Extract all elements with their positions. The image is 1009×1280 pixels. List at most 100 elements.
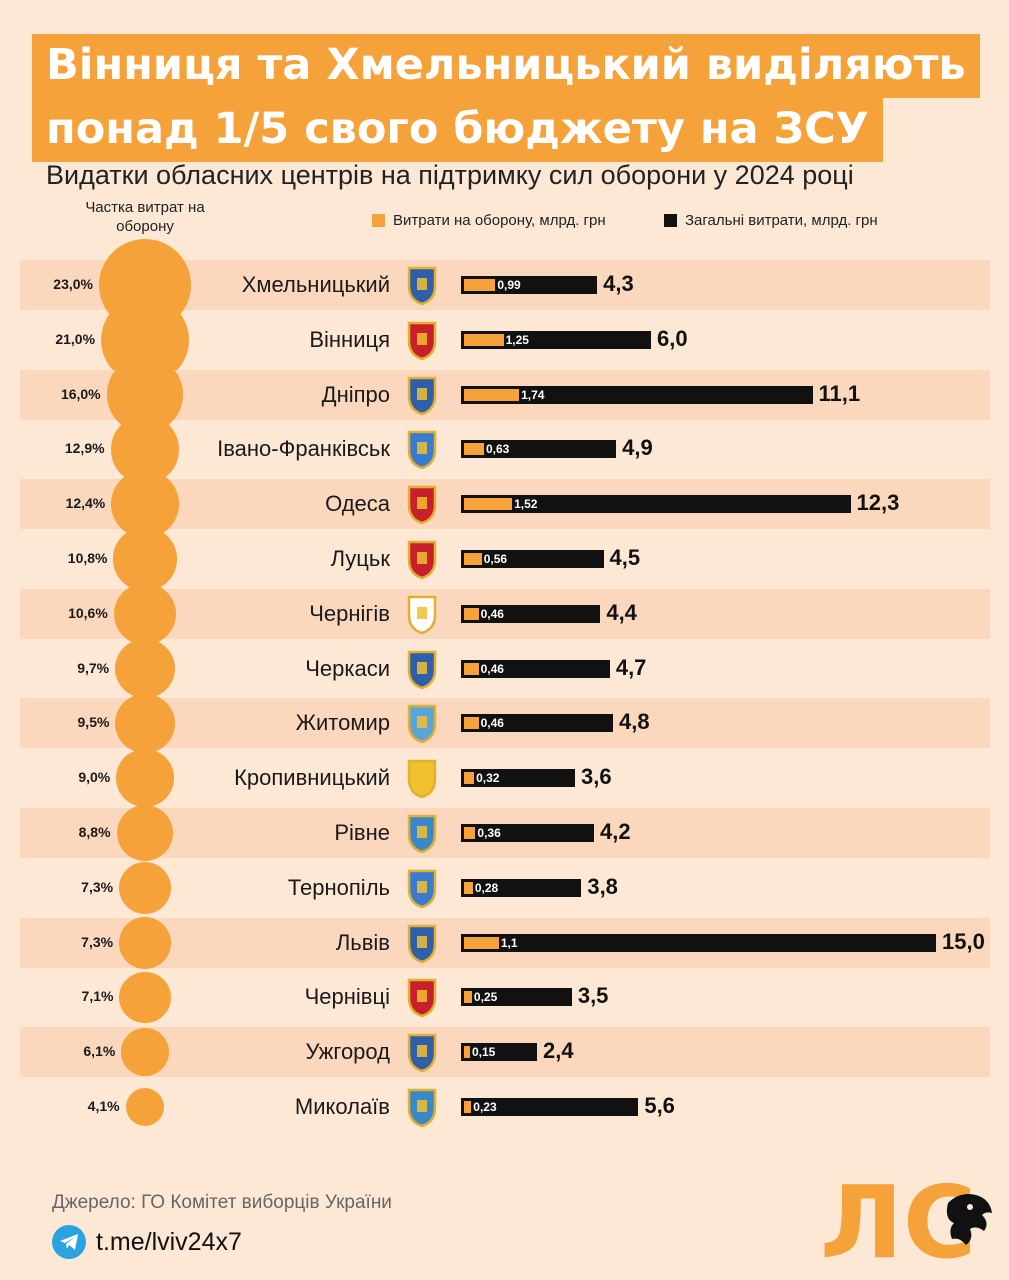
defense-value-label: 0,15 xyxy=(472,1045,496,1060)
total-value-label: 4,9 xyxy=(622,435,653,461)
defense-bar xyxy=(464,498,513,511)
coat-of-arms-icon xyxy=(407,759,437,799)
city-label: Кропивницький xyxy=(234,765,390,791)
total-bar xyxy=(461,933,936,952)
share-label: 12,4% xyxy=(65,495,106,512)
legend-defense-label: Витрати на оборону, млрд. грн xyxy=(393,212,606,229)
city-label: Луцьк xyxy=(330,546,390,571)
share-circle xyxy=(113,582,177,646)
city-label: Вінниця xyxy=(309,326,390,352)
defense-value-label: 0,63 xyxy=(485,442,510,457)
total-value-label: 3,5 xyxy=(577,983,609,1009)
chart-row: 6,1% Ужгород 0,15 2,4 xyxy=(20,1027,990,1078)
total-value-label: 4,4 xyxy=(606,599,637,625)
chart-row: 7,1% Чернівці 0,25 3,5 xyxy=(20,971,990,1023)
total-bar xyxy=(461,1043,537,1062)
city-label: Черкаси xyxy=(305,655,390,681)
total-value-label: 3,6 xyxy=(581,764,612,790)
share-circle xyxy=(115,638,175,699)
defense-value-label: 0,28 xyxy=(474,880,499,895)
defense-value-label: 0,56 xyxy=(483,552,508,566)
share-label: 23,0% xyxy=(53,276,93,292)
defense-bar xyxy=(464,881,473,894)
share-label: 7,3% xyxy=(81,878,114,895)
chart-row: 4,1% Миколаїв 0,23 5,6 xyxy=(20,1082,990,1132)
total-bar xyxy=(461,1098,639,1116)
defense-bar xyxy=(464,1046,470,1059)
chart-row: 12,4% Одеса 1,52 12,3 xyxy=(20,470,990,538)
coat-of-arms-icon xyxy=(407,485,437,525)
legend-defense-swatch xyxy=(372,214,385,227)
city-label: Чернігів xyxy=(309,600,390,626)
chart-row: 10,6% Чернігів 0,46 4,4 xyxy=(20,582,990,646)
coat-of-arms-icon xyxy=(407,1033,437,1073)
total-bar xyxy=(461,495,851,514)
defense-value-label: 0,25 xyxy=(473,990,498,1005)
defense-bar xyxy=(464,333,504,346)
total-bar xyxy=(461,714,613,733)
lion-icon xyxy=(946,1194,992,1245)
title-line-2: понад 1/5 свого бюджету на ЗСУ xyxy=(32,98,883,162)
defense-bar xyxy=(464,553,482,565)
defense-value-label: 0,46 xyxy=(480,606,504,621)
city-label: Тернопіль xyxy=(287,874,390,900)
defense-bar xyxy=(464,1101,472,1113)
chart-row: 10,8% Луцьк 0,56 4,5 xyxy=(20,527,990,591)
title-line-1: Вінниця та Хмельницький виділяють xyxy=(32,34,980,98)
total-value-label: 3,8 xyxy=(587,873,618,899)
defense-bar xyxy=(464,772,475,785)
legend-total: Загальні витрати, млрд. грн xyxy=(664,212,878,229)
total-bar xyxy=(461,604,601,623)
chart-row: 9,0% Кропивницький 0,32 3,6 xyxy=(20,749,990,807)
legend-total-swatch xyxy=(664,214,677,227)
defense-bar xyxy=(464,717,479,730)
share-label: 12,9% xyxy=(64,440,105,457)
defense-bar xyxy=(464,607,479,620)
share-label: 8,8% xyxy=(78,824,111,840)
share-label: 9,5% xyxy=(77,714,110,731)
share-circle xyxy=(119,971,171,1023)
coat-of-arms-icon xyxy=(407,924,437,963)
brand-logo: ЛС xyxy=(820,1164,1000,1280)
defense-value-label: 1,1 xyxy=(500,935,518,950)
defense-value-label: 1,52 xyxy=(514,497,538,512)
coat-of-arms-icon xyxy=(407,705,437,744)
defense-bar xyxy=(464,936,499,949)
share-circle xyxy=(116,804,174,862)
coat-of-arms-icon xyxy=(407,869,437,909)
coat-of-arms-icon xyxy=(407,321,437,361)
total-bar xyxy=(461,824,594,842)
city-label: Житомир xyxy=(295,710,390,736)
chart-row: 16,0% Дніпро 1,74 11,1 xyxy=(20,356,990,433)
coat-of-arms-icon xyxy=(407,431,437,470)
share-label: 6,1% xyxy=(83,1043,116,1060)
defense-value-label: 0,46 xyxy=(480,716,504,731)
total-bar xyxy=(461,440,617,459)
total-value-label: 5,6 xyxy=(644,1093,675,1118)
total-value-label: 4,2 xyxy=(600,819,631,844)
total-bar xyxy=(461,769,575,788)
defense-bar xyxy=(464,279,496,291)
coat-of-arms-icon xyxy=(407,1088,437,1128)
total-value-label: 6,0 xyxy=(657,325,688,351)
share-column-header: Частка витрат на оборону xyxy=(85,199,205,235)
coat-of-arms-icon xyxy=(407,979,437,1018)
telegram-link[interactable]: t.me/lviv24x7 xyxy=(52,1225,242,1259)
share-label: 7,1% xyxy=(81,988,114,1005)
share-label: 9,0% xyxy=(78,769,111,786)
share-circle xyxy=(119,916,171,969)
share-circle xyxy=(119,861,171,914)
defense-value-label: 1,74 xyxy=(521,387,545,402)
city-label: Одеса xyxy=(325,491,390,517)
share-circle xyxy=(121,1028,169,1076)
defense-value-label: 0,36 xyxy=(477,826,501,840)
coat-of-arms-icon xyxy=(407,814,437,854)
coat-of-arms-icon xyxy=(407,540,437,580)
share-label: 7,3% xyxy=(81,933,114,950)
share-label: 21,0% xyxy=(55,330,96,347)
share-circle xyxy=(115,693,175,753)
chart-row: 7,3% Львів 1,1 15,0 xyxy=(20,916,990,969)
city-label: Львів xyxy=(335,929,390,955)
defense-bar xyxy=(464,662,479,675)
total-bar xyxy=(461,659,610,678)
